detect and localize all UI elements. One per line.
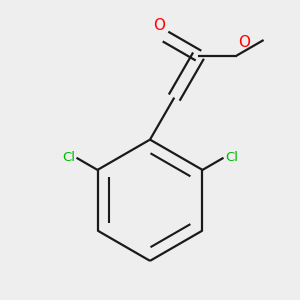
Text: O: O <box>238 35 250 50</box>
Text: O: O <box>153 18 165 33</box>
Text: Cl: Cl <box>225 151 238 164</box>
Text: Cl: Cl <box>62 151 75 164</box>
